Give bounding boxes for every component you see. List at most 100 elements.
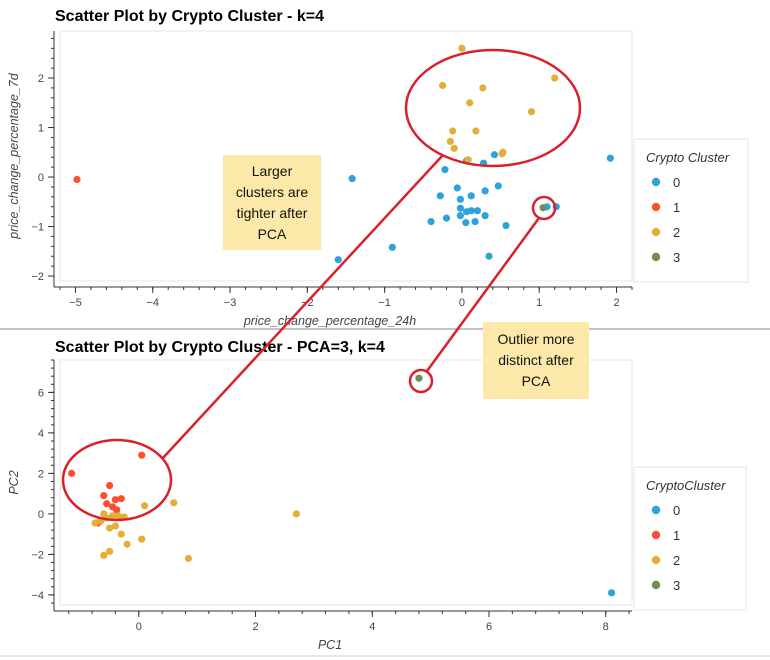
plot-frame	[59, 30, 633, 282]
data-point-cluster-0	[494, 182, 502, 190]
scatter-plot-pca: Scatter Plot by Crypto Cluster - PCA=3, …	[7, 339, 747, 652]
legend-marker-cluster-3	[651, 580, 661, 590]
x-tick-label: 2	[252, 621, 258, 633]
data-point-cluster-0	[334, 256, 342, 264]
legend-label-cluster-1: 1	[673, 528, 680, 543]
chart-title: Scatter Plot by Crypto Cluster - PCA=3, …	[55, 339, 385, 356]
data-point-cluster-2	[449, 127, 457, 135]
x-tick-label: 2	[613, 297, 619, 309]
y-tick-label: −2	[31, 549, 44, 561]
x-tick-label: 8	[603, 621, 609, 633]
data-point-cluster-0	[462, 218, 470, 227]
legend-label-cluster-2: 2	[673, 225, 680, 240]
highlight-ellipse-top-cluster	[404, 48, 582, 168]
data-point-cluster-1	[100, 492, 108, 500]
legend-label-cluster-0: 0	[673, 175, 680, 190]
data-point-cluster-0	[473, 207, 482, 215]
data-point-cluster-1	[138, 451, 146, 459]
highlight-circle-bottom-outlier	[408, 368, 434, 394]
annotation-outlier: Outlier more distinct after PCA	[483, 322, 589, 399]
data-point-cluster-0	[607, 589, 616, 597]
x-axis-label: PC1	[318, 638, 342, 652]
highlight-circle-top-outlier	[531, 195, 557, 221]
chart-title: Scatter Plot by Crypto Cluster - k=4	[55, 8, 324, 25]
legend-marker-cluster-0	[651, 177, 661, 187]
highlight-ellipse-bottom-cluster	[61, 438, 173, 522]
data-point-cluster-2	[170, 499, 178, 507]
y-tick-label: 4	[38, 428, 44, 440]
x-tick-label: 1	[536, 297, 542, 309]
legend-label-cluster-2: 2	[673, 553, 680, 568]
data-point-cluster-3	[415, 374, 423, 382]
data-point-cluster-2	[123, 540, 131, 548]
data-point-cluster-0	[606, 154, 614, 162]
annotation-larger-clusters: Larger clusters are tighter after PCA	[223, 155, 321, 250]
data-point-cluster-2	[184, 554, 193, 563]
data-point-cluster-1	[103, 500, 111, 508]
data-point-cluster-0	[348, 174, 356, 183]
data-point-cluster-2	[141, 502, 149, 510]
data-point-cluster-0	[453, 184, 461, 192]
data-point-cluster-0	[485, 252, 493, 260]
data-point-cluster-2	[292, 510, 300, 518]
y-tick-label: −4	[31, 590, 44, 602]
data-point-cluster-2	[108, 512, 117, 520]
data-point-cluster-1	[111, 496, 120, 504]
y-tick-label: −1	[31, 222, 44, 234]
y-tick-label: 2	[38, 468, 44, 480]
data-point-cluster-2	[439, 81, 447, 90]
data-point-cluster-1	[106, 481, 114, 490]
legend-label-cluster-3: 3	[673, 578, 680, 593]
x-tick-label: −1	[378, 297, 391, 309]
legend-marker-cluster-2	[651, 227, 661, 237]
legend-marker-cluster-1	[651, 530, 661, 540]
data-point-cluster-0	[441, 166, 449, 174]
data-point-cluster-2	[551, 74, 559, 82]
scatter-plot-k4: Scatter Plot by Crypto Cluster - k=4 −5 −4…	[7, 8, 749, 328]
y-axis-label: price_change_percentage_7d	[7, 72, 21, 239]
data-point-cluster-1	[73, 175, 81, 184]
connector-line-outlier	[425, 217, 541, 372]
data-point-cluster-2	[100, 510, 108, 518]
legend-marker-cluster-1	[651, 202, 661, 212]
legend-label-cluster-3: 3	[673, 250, 680, 265]
data-point-cluster-0	[481, 212, 489, 220]
data-point-cluster-2	[450, 144, 458, 152]
legend-box	[633, 466, 747, 611]
y-axis-label: PC2	[7, 470, 21, 494]
data-point-cluster-0	[490, 151, 499, 159]
data-point-cluster-0	[456, 204, 464, 212]
y-tick-label: 0	[38, 172, 44, 184]
data-point-cluster-1	[68, 469, 76, 477]
data-point-cluster-2	[100, 551, 108, 559]
legend-marker-cluster-0	[651, 505, 661, 515]
data-point-cluster-1	[113, 506, 121, 514]
y-tick-label: 2	[38, 73, 44, 85]
data-point-cluster-0	[502, 221, 510, 230]
legend-title: Crypto Cluster	[646, 150, 730, 165]
data-point-cluster-2	[446, 137, 454, 145]
data-point-cluster-0	[471, 217, 479, 226]
y-tick-label: 6	[38, 387, 44, 399]
data-point-cluster-0	[467, 207, 475, 215]
data-point-cluster-2	[117, 530, 125, 538]
data-point-cluster-2	[479, 84, 487, 92]
data-point-cluster-2	[106, 524, 114, 532]
data-point-cluster-0	[442, 214, 451, 222]
legend-title: CryptoCluster	[646, 478, 726, 493]
data-point-cluster-0	[481, 187, 489, 195]
data-point-cluster-0	[467, 192, 475, 200]
data-point-cluster-0	[456, 195, 464, 203]
data-point-cluster-2	[91, 519, 99, 527]
data-point-cluster-2	[464, 156, 472, 164]
data-point-cluster-2	[138, 535, 146, 543]
data-point-cluster-0	[388, 243, 396, 251]
data-point-cluster-2	[472, 127, 480, 135]
y-tick-label: 0	[38, 509, 44, 521]
connector-line-clusters	[161, 154, 444, 460]
data-point-cluster-2	[527, 108, 536, 116]
data-point-cluster-2	[466, 99, 474, 107]
legend-marker-cluster-3	[651, 252, 661, 262]
x-tick-label: −5	[69, 297, 82, 309]
